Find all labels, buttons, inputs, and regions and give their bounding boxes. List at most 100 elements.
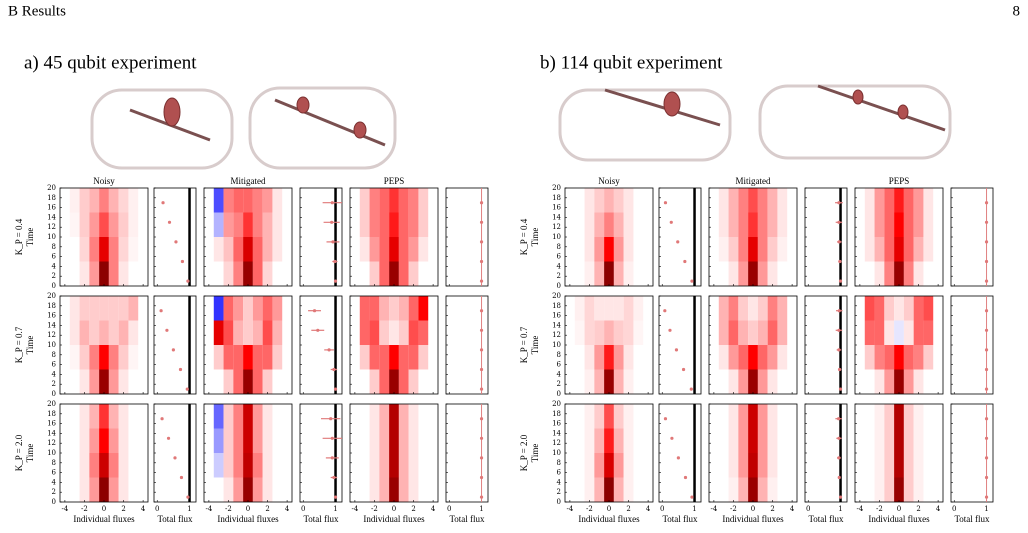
heat-cell — [594, 345, 605, 370]
heat-cell — [79, 320, 90, 345]
y-tick-label: 2 — [557, 488, 561, 496]
flux-point — [838, 495, 843, 499]
heat-cell — [923, 320, 934, 345]
heat-cell — [243, 428, 253, 453]
heat-cell — [398, 296, 409, 321]
heat-cell — [69, 477, 80, 502]
x-tick-label: 0 — [246, 505, 250, 513]
flux-point — [166, 436, 171, 440]
heat-cell — [584, 428, 595, 453]
heat-cell — [894, 404, 904, 429]
heat-cell — [594, 296, 605, 321]
heat-cell — [728, 261, 739, 286]
flux-point — [333, 387, 338, 391]
heat-cell — [69, 345, 80, 370]
heat-cell — [777, 188, 788, 213]
flux-point — [690, 279, 694, 283]
flux-point — [837, 456, 841, 460]
heat-cell — [574, 212, 585, 237]
heat-cell — [379, 428, 390, 453]
heat-cell — [369, 369, 380, 394]
x-tick-label: -2 — [586, 505, 593, 513]
heat-cell — [864, 296, 875, 321]
heat-cell — [233, 369, 244, 394]
heat-cell — [369, 404, 380, 429]
heat-cell — [359, 477, 370, 502]
heat-cell — [398, 212, 409, 237]
heat-cell — [913, 188, 924, 213]
heat-cell — [767, 404, 778, 429]
heat-cell — [604, 320, 614, 345]
heat-cell — [79, 369, 90, 394]
heat-cell — [874, 237, 885, 262]
heat-cell — [604, 453, 614, 478]
heat-cell — [903, 261, 914, 286]
y-tick-label: 20 — [47, 292, 56, 300]
heat-cell — [408, 477, 419, 502]
heat-cell — [262, 477, 273, 502]
flux-point — [837, 367, 842, 372]
heat-cell — [398, 477, 409, 502]
flux-point — [668, 328, 672, 332]
heat-cell — [233, 188, 244, 213]
y-tick-label: 10 — [552, 341, 561, 349]
heat-cell — [718, 477, 729, 502]
x-tick-label: 0 — [392, 505, 396, 513]
y-tick-label: 12 — [552, 331, 561, 339]
x-tick-label: 2 — [770, 505, 774, 513]
flux-point — [669, 220, 673, 224]
heat-cell — [272, 261, 283, 286]
heat-cell — [369, 428, 380, 453]
heat-cell — [728, 212, 739, 237]
heat-cell — [233, 296, 244, 321]
x-tick-label: 0 — [301, 505, 305, 513]
heat-cell — [118, 404, 129, 429]
heat-cell — [223, 261, 234, 286]
y-tick-label: 18 — [552, 410, 561, 418]
y-tick-label: 8 — [557, 459, 561, 467]
heat-cell — [369, 477, 380, 502]
heat-cell — [118, 188, 129, 213]
x-tick-label: 0 — [155, 505, 159, 513]
heat-cell — [359, 453, 370, 478]
heat-cell — [777, 320, 788, 345]
heat-cell — [418, 404, 429, 429]
heat-cell — [584, 453, 595, 478]
heat-cell — [874, 404, 885, 429]
heat-cell — [99, 453, 109, 478]
heat-cell — [903, 453, 914, 478]
y-tick-label: 10 — [552, 449, 561, 457]
heat-cell — [623, 404, 634, 429]
flux-point — [838, 387, 843, 391]
heat-cell — [89, 237, 100, 262]
heat-cell — [89, 296, 100, 321]
heat-cell — [69, 320, 80, 345]
heat-cell — [913, 453, 924, 478]
x-tick-label: 2 — [916, 505, 920, 513]
heat-cell — [213, 345, 224, 370]
heat-cell — [99, 261, 109, 286]
column-title: Noisy — [598, 176, 620, 186]
heat-cell — [379, 320, 390, 345]
heat-cell — [379, 188, 390, 213]
x-tick-label: 0 — [897, 505, 901, 513]
y-tick-label: 2 — [557, 272, 561, 280]
column-title: Mitigated — [231, 176, 266, 186]
heat-cell — [379, 477, 390, 502]
heat-cell — [379, 212, 390, 237]
flux-point — [984, 309, 989, 313]
heat-cell — [728, 237, 739, 262]
heat-cell — [767, 453, 778, 478]
heat-cell — [574, 404, 585, 429]
heat-cell — [408, 188, 419, 213]
y-tick-label: 4 — [52, 370, 57, 378]
heat-cell — [379, 404, 390, 429]
heat-cell — [213, 188, 224, 213]
heat-cell — [243, 296, 253, 321]
heat-cell — [757, 261, 768, 286]
heat-cell — [128, 477, 139, 502]
heat-cell — [223, 296, 234, 321]
flux-point — [663, 201, 668, 205]
heat-cell — [213, 320, 224, 345]
heat-cell — [594, 237, 605, 262]
